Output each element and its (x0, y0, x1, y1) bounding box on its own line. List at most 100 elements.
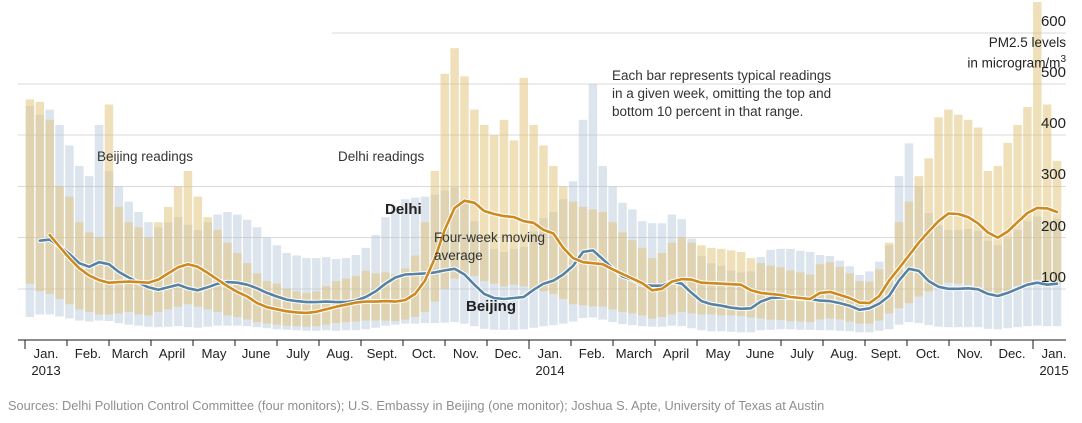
delhi-week-bar (1023, 107, 1032, 283)
delhi-week-bar (568, 201, 578, 305)
delhi-week-bar (25, 99, 35, 284)
delhi-week-bar (134, 227, 143, 315)
delhi-week-bar (173, 186, 183, 307)
delhi-week-bar (1013, 124, 1022, 287)
delhi-week-bar (223, 242, 232, 316)
delhi-week-bar (677, 237, 686, 312)
x-axis-year-label: 2013 (31, 363, 61, 378)
delhi-week-bar (65, 196, 74, 305)
x-axis-month-label: March (615, 346, 653, 361)
delhi-week-bar (272, 283, 282, 325)
x-axis-month-label: April (662, 346, 690, 361)
delhi-week-bar (144, 237, 153, 316)
x-axis-month-label: Nov. (452, 346, 480, 361)
delhi-week-bar (430, 171, 440, 302)
delhi-week-bar (213, 229, 222, 312)
delhi-week-bar (321, 286, 331, 325)
delhi-week-bar (292, 291, 301, 327)
delhi-week-bar (914, 176, 924, 297)
delhi-week-bar (262, 281, 272, 324)
delhi-week-bar (559, 186, 568, 300)
delhi-week-bar (549, 165, 558, 294)
beijing-line-label: Beijing (466, 298, 517, 315)
x-axis-month-label: Dec. (998, 346, 1026, 361)
delhi-week-bar (480, 124, 489, 282)
delhi-week-bar (588, 209, 598, 307)
delhi-week-bar (509, 140, 519, 285)
delhi-week-bar (1003, 142, 1012, 292)
delhi-week-bar (420, 222, 430, 312)
y-axis-tick-label: 200 (1040, 218, 1066, 235)
delhi-week-bar (35, 101, 45, 292)
y-axis-tick-label: 500 (1040, 64, 1066, 81)
x-axis-month-label: Sept. (366, 346, 398, 361)
x-axis-month-label: Aug. (830, 346, 858, 361)
x-axis-month-label: Feb. (74, 346, 102, 361)
y-axis-title-line2: in microgram/m (967, 55, 1061, 71)
x-axis-month-label: June (745, 346, 775, 361)
y-axis-tick-label: 100 (1040, 269, 1066, 286)
delhi-week-bar (934, 117, 943, 287)
delhi-week-bar (489, 135, 499, 284)
delhi-line-label: Delhi (385, 201, 422, 218)
delhi-week-bar (55, 186, 64, 300)
x-axis-month-label: May (201, 346, 227, 361)
delhi-week-bar (954, 114, 963, 284)
delhi-week-bar (381, 272, 390, 321)
delhi-week-bar (1052, 160, 1062, 284)
delhi-week-bar (282, 288, 291, 326)
delhi-week-bar (924, 158, 933, 292)
beijing-week-bar (480, 240, 489, 329)
beijing-week-bar (588, 84, 598, 318)
moving-average-annotation: Four-week moving average (434, 230, 546, 263)
delhi-week-bar (391, 274, 400, 322)
y-axis-tick-label: 400 (1040, 115, 1066, 132)
x-axis-month-label: March (111, 346, 149, 361)
x-axis-month-label: April (158, 346, 186, 361)
delhi-week-bar (973, 127, 983, 288)
x-axis-month-label: July (286, 346, 310, 361)
beijing-week-bar (519, 246, 528, 330)
x-axis-month-label: Jan. (537, 346, 563, 361)
delhi-week-bar (578, 206, 588, 306)
delhi-week-bar (450, 48, 459, 279)
source-note: Sources: Delhi Pollution Control Committ… (8, 398, 825, 413)
beijing-week-bar (499, 251, 509, 330)
delhi-week-bar (410, 255, 420, 317)
y-axis-tick-label: 600 (1040, 13, 1066, 30)
delhi-week-bar (94, 237, 104, 315)
x-axis-month-label: June (241, 346, 271, 361)
delhi-week-bar (203, 217, 212, 310)
delhi-week-bar (302, 292, 311, 327)
y-axis-title-line1: PM2.5 levels (988, 35, 1066, 50)
beijing-week-bar (509, 248, 519, 330)
x-axis-month-label: July (790, 346, 814, 361)
delhi-week-bar (460, 76, 469, 274)
x-axis-month-label: Dec. (494, 346, 522, 361)
x-axis-month-label: Oct. (411, 346, 437, 361)
delhi-week-bar (667, 242, 677, 315)
delhi-week-bar (183, 171, 193, 305)
delhi-week-bar (993, 165, 1003, 294)
delhi-week-bar (124, 222, 133, 312)
x-axis-month-label: Jan. (1041, 346, 1067, 361)
x-axis-year-label: 2014 (535, 363, 565, 378)
x-axis-month-label: Feb. (578, 346, 606, 361)
beijing-week-bar (391, 205, 400, 325)
delhi-week-bar (519, 77, 528, 287)
delhi-week-bar (400, 268, 410, 320)
delhi-average-line (48, 199, 1059, 315)
x-axis-month-label: Oct. (915, 346, 941, 361)
delhi-week-bar (470, 109, 479, 276)
y-axis-title: PM2.5 levels in microgram/m3 (967, 34, 1066, 72)
delhi-week-bar (45, 119, 54, 294)
chart-canvas (18, 2, 1066, 349)
x-axis-month-label: Nov. (956, 346, 984, 361)
delhi-week-bar (697, 245, 706, 315)
beijing-readings-annotation: Beijing readings (97, 149, 194, 164)
x-axis-year-label: 2015 (1039, 363, 1069, 378)
x-axis-month-label: Aug. (326, 346, 354, 361)
delhi-week-bar (963, 119, 973, 285)
delhi-week-bar (499, 119, 509, 287)
